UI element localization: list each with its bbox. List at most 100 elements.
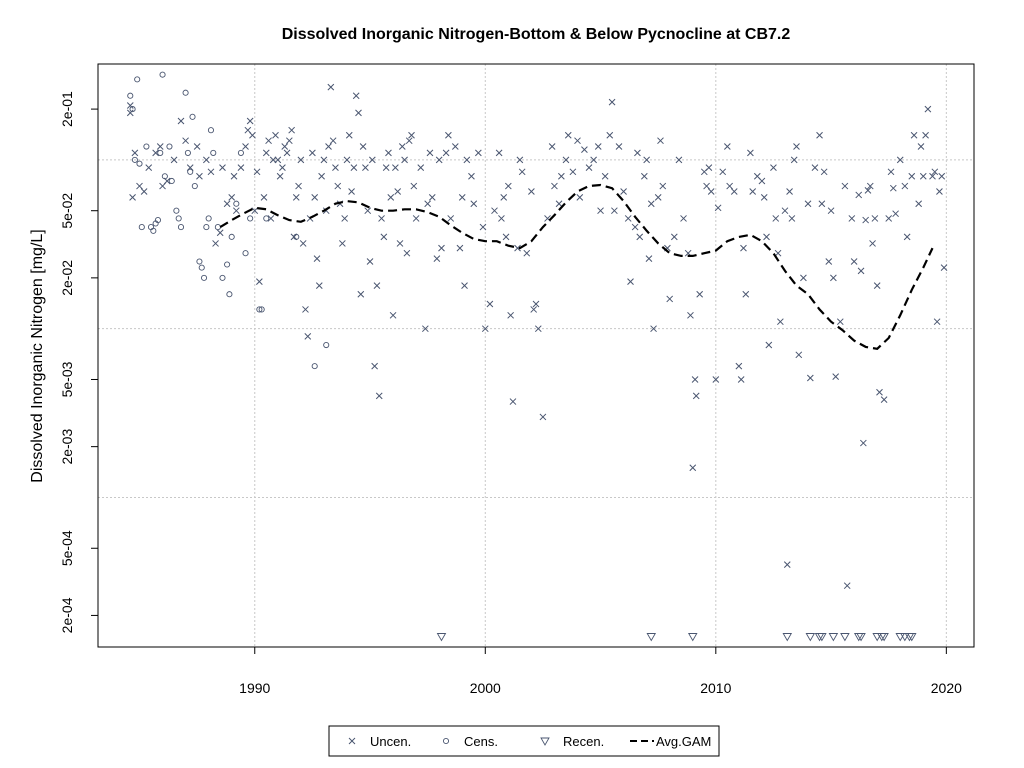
uncensored-point [719, 168, 727, 176]
uncensored-point [223, 200, 231, 208]
uncensored-point [212, 240, 219, 247]
uncensored-point [193, 143, 201, 150]
uncensored-point [692, 392, 700, 400]
censored-point [207, 127, 215, 134]
censored-point [224, 261, 231, 268]
uncensored-point [309, 149, 316, 157]
uncensored-point [597, 207, 604, 215]
uncensored-point [726, 182, 733, 190]
uncensored-point [140, 188, 148, 195]
uncensored-point [857, 267, 865, 275]
uncensored-point [357, 290, 365, 298]
uncensored-point [131, 149, 139, 157]
censored-point [196, 258, 203, 265]
legend-label: Recen. [563, 734, 604, 749]
uncensored-point [772, 215, 780, 222]
uncensored-point [304, 333, 312, 340]
censored-point [127, 92, 134, 99]
censored-point [134, 76, 141, 83]
uncensored-point [848, 215, 856, 222]
uncensored-point [129, 193, 136, 201]
recensored-point [856, 633, 866, 642]
uncensored-point [288, 126, 295, 134]
uncensored-point [703, 182, 710, 190]
uncensored-point [196, 172, 203, 180]
uncensored-point [285, 137, 293, 145]
uncensored-point [364, 207, 372, 215]
x-tick-label: 1990 [239, 680, 270, 696]
legend-item: Recen. [540, 734, 604, 749]
uncensored-point [461, 282, 468, 289]
uncensored-point [636, 233, 644, 241]
uncensored-point [433, 255, 441, 262]
censored-point [187, 168, 194, 175]
uncensored-point [889, 184, 897, 192]
uncensored-point [735, 362, 743, 370]
uncensored-point [366, 258, 374, 265]
censored-point [311, 363, 318, 370]
x-axis: 1990 2000 2010 2020 [239, 646, 962, 696]
legend-label: Uncen. [370, 734, 411, 749]
uncensored-point [371, 362, 378, 370]
uncensored-point [276, 172, 284, 180]
uncensored-point [862, 216, 870, 224]
censored-point [150, 227, 157, 234]
uncensored-point [410, 182, 418, 190]
uncensored-point [451, 143, 459, 150]
uncensored-point [396, 240, 404, 247]
uncensored-point [355, 109, 362, 117]
uncensored-point [800, 274, 807, 282]
censored-point [182, 89, 189, 96]
uncensored-point [424, 200, 432, 208]
uncensored-point [908, 172, 916, 180]
uncensored-point [770, 164, 777, 171]
uncensored-point [421, 325, 429, 333]
uncensored-point [274, 156, 282, 164]
uncensored-point [615, 143, 623, 150]
uncensored-point [343, 156, 351, 164]
uncensored-point [246, 117, 254, 125]
uncensored-point [202, 156, 210, 164]
recensored-point [895, 633, 906, 642]
censored-point [166, 143, 173, 150]
uncensored-point [742, 290, 750, 298]
censored-point [205, 215, 212, 222]
uncensored-point [382, 164, 390, 171]
uncensored-point [806, 374, 814, 382]
uncensored-point [380, 233, 388, 241]
uncensored-point [707, 188, 715, 195]
uncensored-point [562, 156, 570, 164]
uncensored-point [811, 164, 819, 171]
uncensored-point [555, 200, 563, 208]
censored-point [168, 177, 175, 185]
uncensored-point [219, 164, 226, 171]
gam-line [219, 183, 934, 350]
data-points [126, 71, 948, 642]
y-axis-label: Dissolved Inorganic Nitrogen [mg/L] [29, 229, 46, 482]
censored-point [136, 160, 143, 167]
censored-point [247, 215, 254, 222]
uncensored-point [468, 172, 475, 180]
uncensored-point [933, 318, 941, 326]
uncensored-point [576, 193, 584, 201]
uncensored-point [327, 83, 335, 91]
legend-swatch [442, 737, 450, 745]
uncensored-point [551, 182, 558, 190]
uncensored-point [903, 233, 911, 241]
uncensored-point [481, 325, 489, 333]
uncensored-point [362, 164, 369, 171]
uncensored-point [929, 172, 936, 180]
uncensored-point [507, 311, 514, 319]
uncensored-point [924, 105, 932, 113]
uncensored-point [581, 146, 588, 154]
recensored-point [436, 633, 447, 642]
uncensored-point [832, 373, 840, 380]
uncensored-point [666, 295, 674, 303]
gam-curve [219, 183, 934, 350]
censored-point [293, 233, 300, 240]
uncensored-point [359, 143, 367, 150]
legend-swatch [348, 737, 356, 745]
censored-point [191, 182, 198, 190]
uncensored-point [539, 413, 547, 421]
